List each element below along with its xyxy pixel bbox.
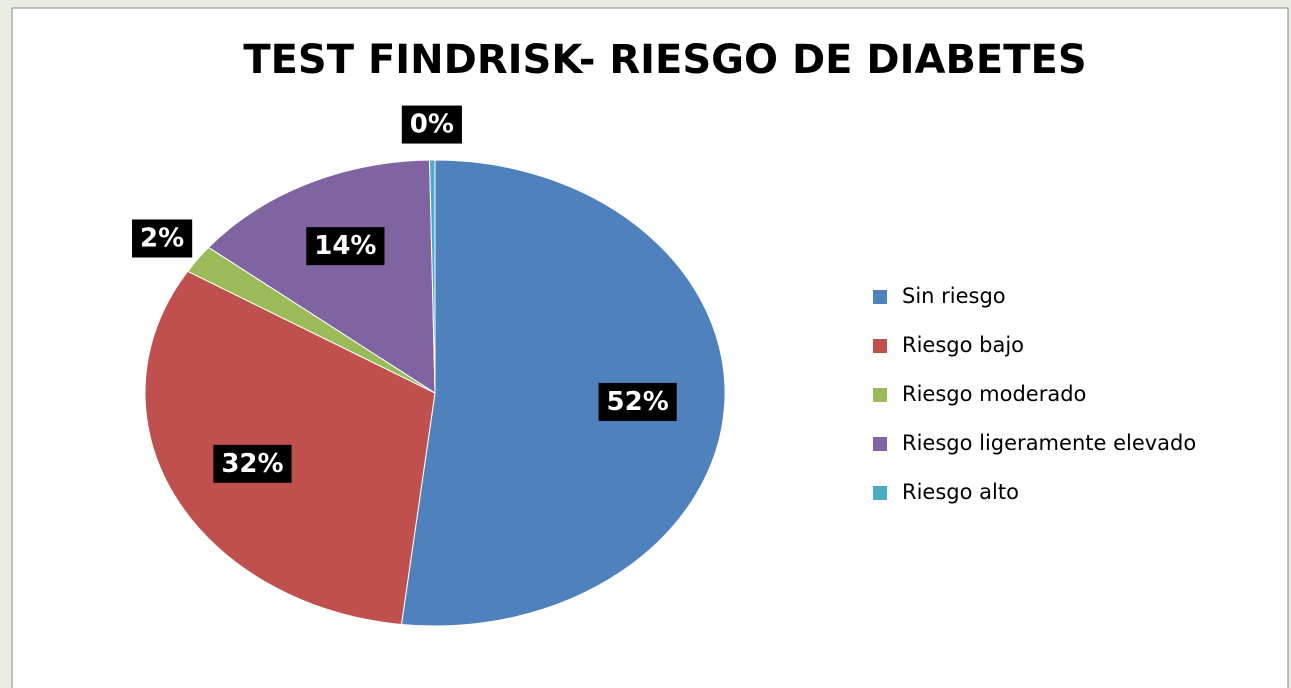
legend-label: Sin riesgo bbox=[902, 284, 1006, 308]
pie-slice bbox=[400, 159, 726, 627]
legend-swatch bbox=[873, 290, 887, 304]
data-label: 32% bbox=[221, 449, 283, 479]
chart-title: TEST FINDRISK- RIESGO DE DIABETES bbox=[243, 37, 1086, 83]
pie-slice bbox=[429, 159, 436, 394]
data-label-box bbox=[598, 382, 677, 421]
pie-slice bbox=[207, 159, 436, 394]
data-label: 2% bbox=[140, 223, 184, 253]
data-label-box bbox=[132, 219, 193, 258]
data-label-box bbox=[401, 105, 462, 144]
legend-swatch bbox=[873, 339, 887, 353]
legend-label: Riesgo moderado bbox=[902, 382, 1086, 406]
data-label-box bbox=[306, 227, 385, 266]
legend-swatch bbox=[873, 388, 887, 402]
data-label: 52% bbox=[607, 387, 669, 417]
legend-swatch bbox=[873, 486, 887, 500]
legend-label: Riesgo alto bbox=[902, 480, 1019, 504]
data-label: 0% bbox=[410, 110, 454, 140]
data-label: 14% bbox=[314, 231, 376, 261]
legend-label: Riesgo ligeramente elevado bbox=[902, 431, 1196, 455]
legend-label: Riesgo bajo bbox=[902, 333, 1024, 357]
data-label-box bbox=[213, 444, 292, 483]
legend-swatch bbox=[873, 437, 887, 451]
